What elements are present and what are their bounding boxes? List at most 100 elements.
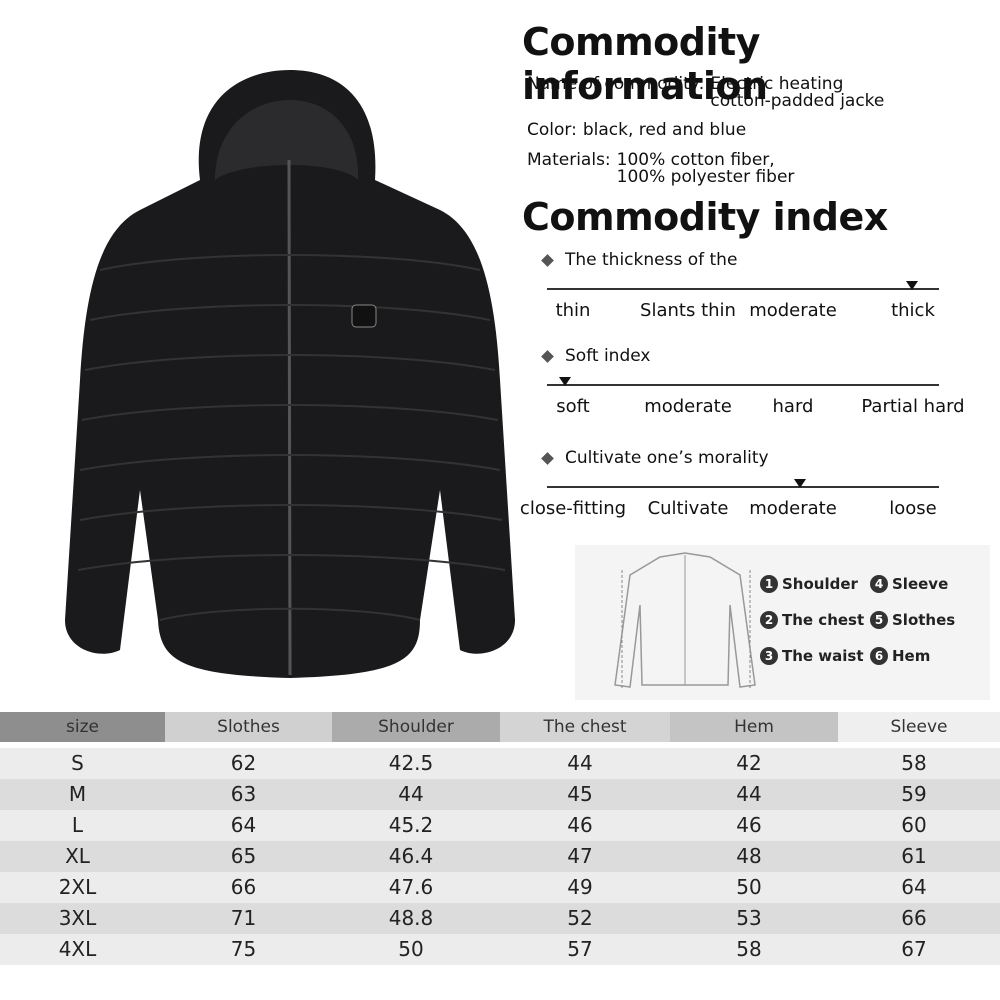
index-title: Commodity index (522, 195, 888, 239)
table-cell: 49 (567, 875, 593, 899)
legend-label: Hem (892, 647, 931, 665)
info-value: Electric heating (710, 74, 844, 94)
scale-option: close-fitting (519, 498, 627, 519)
table-row (0, 810, 1000, 841)
legend-label: The waist (782, 647, 864, 665)
table-cell: 50 (398, 937, 424, 961)
table-cell: 71 (230, 906, 257, 930)
table-cell: 58 (736, 937, 762, 961)
table-cell: 59 (901, 782, 927, 806)
legend-number: 6 (870, 647, 888, 665)
table-cell: 3XL (58, 906, 97, 930)
table-cell: 64 (230, 813, 257, 837)
legend-label: Shoulder (782, 575, 858, 593)
legend-item: 3 The waist (760, 647, 864, 665)
scale-bullet (541, 452, 554, 465)
table-cell: 44 (736, 782, 762, 806)
table-cell: 46 (567, 813, 593, 837)
table-row (0, 841, 1000, 872)
table-row (0, 934, 1000, 965)
scale-rule (547, 486, 939, 488)
table-cell: 63 (230, 782, 257, 806)
scale-name: The thickness of the (565, 250, 738, 270)
table-cell: 4XL (58, 937, 97, 961)
size-table: size Slothes Shoulder The chest Hem Sleeve S 62… (0, 712, 1000, 965)
table-row (0, 779, 1000, 810)
table-cell: 48 (736, 844, 762, 868)
legend-item: 2 The chest (760, 611, 864, 629)
table-cell: 46.4 (388, 844, 434, 868)
table-row (0, 872, 1000, 903)
header-cell: size (0, 712, 165, 742)
table-row (0, 903, 1000, 934)
scale-bullet (541, 254, 554, 267)
table-cell: 48.8 (388, 906, 434, 930)
table-cell: 62 (230, 751, 257, 775)
table-cell: 2XL (58, 875, 97, 899)
table-cell: 67 (901, 937, 927, 961)
table-cell: M (68, 782, 87, 806)
info-value: 100% cotton fiber, (616, 150, 775, 170)
header-cell: Shoulder (332, 712, 500, 742)
legend-number: 3 (760, 647, 778, 665)
scale-option: moderate (644, 396, 732, 417)
scale-option: thin (555, 300, 591, 321)
info-title: Commodity information (522, 20, 768, 108)
table-cell: 44 (398, 782, 424, 806)
legend-item: 6 Hem (870, 647, 930, 665)
table-cell: 65 (230, 844, 257, 868)
info-label: Name of commodity: (527, 74, 705, 94)
table-row (0, 748, 1000, 779)
legend-label: Sleeve (892, 575, 949, 593)
scale-bullet (541, 350, 554, 363)
table-cell: 45.2 (388, 813, 434, 837)
table-cell: 44 (567, 751, 593, 775)
size-diagram: 1 Shoulder 4 Sleeve 2 The chest 5 Slothes 3 The w… (575, 545, 990, 700)
header-cell: The chest (500, 712, 670, 742)
table-cell: 75 (230, 937, 257, 961)
header-cell: Sleeve (838, 712, 1000, 742)
legend-number: 4 (870, 575, 888, 593)
table-cell: 46 (736, 813, 762, 837)
info-label: Color: (527, 120, 577, 140)
table-cell: S (71, 751, 84, 775)
scale-rule (547, 288, 939, 290)
table-cell: 58 (901, 751, 927, 775)
info-value: 100% polyester fiber (616, 167, 795, 187)
scale-option: moderate (749, 498, 837, 519)
scale-option: Cultivate (647, 498, 729, 519)
scale-option: Partial hard (861, 396, 965, 417)
legend-number: 2 (760, 611, 778, 629)
scale-option: thick (891, 300, 935, 321)
table-cell: 66 (230, 875, 257, 899)
table-cell: 45 (567, 782, 593, 806)
legend-label: The chest (782, 611, 865, 629)
table-cell: 52 (567, 906, 593, 930)
legend-number: 1 (760, 575, 778, 593)
header-cell: Hem (670, 712, 838, 742)
scale-marker (906, 281, 918, 290)
jacket-image (65, 70, 515, 678)
table-cell: L (71, 813, 84, 837)
table-cell: 42.5 (388, 751, 434, 775)
info-value: cotton-padded jacke (710, 91, 885, 111)
scale-option: soft (556, 396, 590, 417)
scale-option: moderate (749, 300, 837, 321)
scale-option: loose (889, 498, 937, 519)
table-cell: XL (65, 844, 90, 868)
legend-item: 5 Slothes (870, 611, 955, 629)
table-cell: 47 (567, 844, 593, 868)
table-cell: 47.6 (388, 875, 434, 899)
index-scales: The thickness of the thin Slants thin moder… (520, 250, 1000, 530)
table-cell: 64 (901, 875, 927, 899)
scale-option: Slants thin (640, 300, 736, 321)
legend-label: Slothes (892, 611, 956, 629)
legend-number: 5 (870, 611, 888, 629)
scale-marker (559, 377, 571, 386)
info-label: Materials: (527, 150, 611, 170)
shirt-outline (614, 552, 756, 690)
legend-item: 4 Sleeve (870, 575, 948, 593)
legend-item: 1 Shoulder (760, 575, 858, 593)
scale-rule (547, 384, 939, 386)
